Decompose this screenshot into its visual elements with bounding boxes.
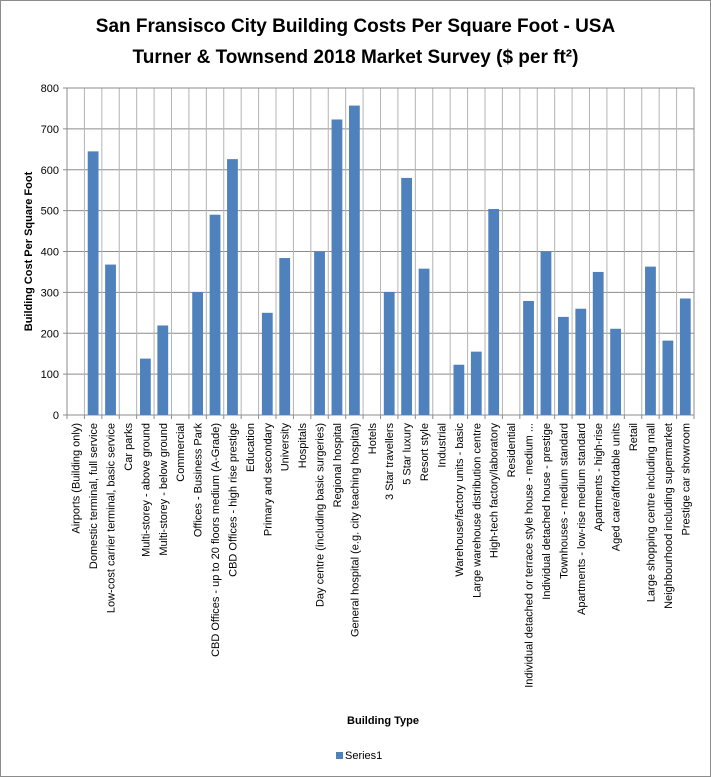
category-label: Airports (Building only) bbox=[71, 423, 83, 534]
category-label: Retail bbox=[628, 423, 640, 451]
bar bbox=[105, 264, 116, 415]
category-label: Apartments - high-rise bbox=[593, 423, 605, 531]
category-label: 5 Star luxury bbox=[402, 423, 414, 485]
bar bbox=[488, 208, 500, 415]
bar bbox=[453, 364, 465, 415]
chart-title: San Fransisco City Building Costs Per Sq… bbox=[1, 11, 710, 73]
category-label: Townhouses - medium standard bbox=[558, 423, 570, 579]
y-tick-label: 600 bbox=[41, 165, 59, 177]
y-tick-label: 800 bbox=[41, 83, 59, 95]
bar bbox=[314, 251, 325, 415]
bar bbox=[209, 214, 221, 415]
category-label: Warehouse/factory units - basic bbox=[454, 423, 466, 577]
category-label: Regional hospital bbox=[332, 423, 344, 507]
bar bbox=[523, 300, 534, 415]
category-label: Apartments - low-rise medium standard bbox=[576, 423, 588, 615]
y-tick-label: 700 bbox=[41, 124, 59, 136]
category-label: Commercial bbox=[175, 423, 187, 482]
bar bbox=[227, 159, 238, 415]
category-label: Hotels bbox=[367, 423, 379, 455]
category-label: Aged care/affordable units bbox=[611, 423, 623, 552]
category-label: Primary and secondary bbox=[262, 423, 274, 537]
category-label: Car parks bbox=[123, 423, 135, 471]
category-label: Prestige car showroom bbox=[680, 423, 692, 536]
category-label: Multi-storey - above ground bbox=[140, 423, 152, 557]
bar bbox=[645, 266, 656, 415]
category-label: Residential bbox=[506, 423, 518, 477]
y-tick-label: 200 bbox=[41, 328, 59, 340]
legend-label: Series1 bbox=[345, 750, 382, 762]
bar bbox=[470, 351, 482, 415]
category-label: Industrial bbox=[436, 423, 448, 468]
bar bbox=[383, 291, 395, 415]
y-tick-label: 300 bbox=[41, 287, 59, 299]
bar bbox=[279, 258, 291, 415]
category-label: High-tech factory/laboratory bbox=[489, 423, 501, 559]
category-label: Offices - Business Park bbox=[193, 423, 205, 538]
y-tick-label: 0 bbox=[53, 410, 59, 422]
x-axis-title: Building Type bbox=[347, 715, 419, 727]
category-label: CBD Offices - high rise prestige bbox=[227, 423, 239, 577]
bar bbox=[192, 291, 204, 415]
legend-swatch bbox=[336, 752, 343, 759]
bar bbox=[348, 105, 360, 416]
bar bbox=[331, 119, 343, 415]
bar bbox=[557, 316, 569, 415]
category-label: Multi-storey - below ground bbox=[158, 423, 170, 556]
bar bbox=[540, 251, 552, 415]
plot-border bbox=[66, 87, 695, 416]
bar bbox=[662, 340, 674, 415]
bar bbox=[575, 308, 587, 415]
category-label: Large shopping centre including mall bbox=[645, 423, 657, 602]
bar bbox=[157, 325, 169, 415]
bar bbox=[592, 271, 604, 415]
category-label: CBD Offices - up to 20 floors medium (A-… bbox=[210, 423, 222, 657]
bar bbox=[610, 328, 622, 415]
category-label: Large warehouse distribution centre bbox=[471, 423, 483, 598]
chart-title-line-2: Turner & Townsend 2018 Market Survey ($ … bbox=[132, 47, 579, 68]
category-label: Education bbox=[245, 423, 257, 472]
bar bbox=[401, 177, 413, 415]
y-tick-label: 400 bbox=[41, 247, 59, 259]
category-label: Neighbourhood including supermarket bbox=[663, 423, 675, 609]
bar bbox=[679, 298, 691, 415]
bar bbox=[261, 312, 273, 415]
bar bbox=[87, 151, 99, 415]
chart-title-line-1: San Fransisco City Building Costs Per Sq… bbox=[95, 16, 616, 37]
category-label: University bbox=[280, 423, 292, 472]
bar bbox=[139, 358, 151, 415]
y-tick-label: 500 bbox=[41, 206, 59, 218]
category-label: Individual detached or terrace style hou… bbox=[524, 423, 536, 688]
category-label: Resort style bbox=[419, 423, 431, 481]
category-label: Low-cost carrier terminal, basic service bbox=[106, 423, 118, 613]
bar bbox=[418, 268, 430, 415]
category-label: Individual detached house - prestige bbox=[541, 423, 553, 600]
y-axis-title: Building Cost Per Square Foot bbox=[23, 171, 35, 331]
category-label: 3 Star travellers bbox=[384, 423, 396, 501]
category-label: Day centre (including basic surgeries) bbox=[315, 423, 327, 607]
category-label: General hospital (e.g. city teaching hos… bbox=[349, 423, 361, 637]
category-label: Domestic terminal, full service bbox=[88, 423, 100, 569]
y-tick-label: 100 bbox=[41, 369, 59, 381]
category-label: Hospitals bbox=[297, 423, 309, 469]
